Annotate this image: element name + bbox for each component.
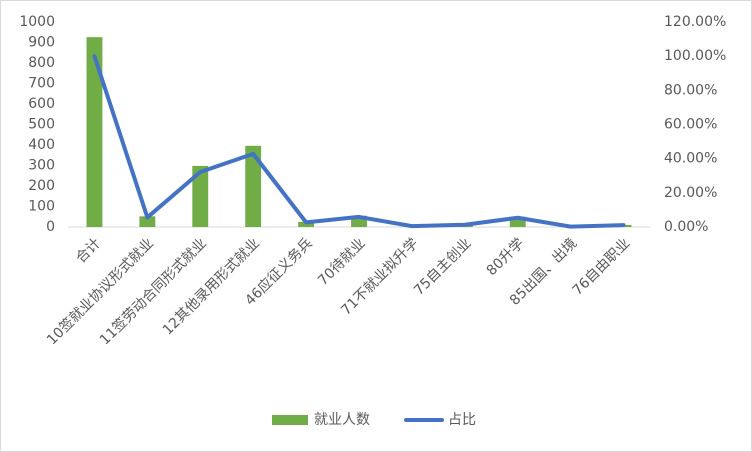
bar bbox=[245, 145, 262, 227]
y-tick-label: 800 bbox=[28, 55, 55, 71]
y-tick-label: 0 bbox=[46, 219, 55, 235]
y-tick-label: 400 bbox=[28, 137, 55, 153]
y2-tick-label: 100.00% bbox=[664, 48, 726, 64]
y-tick-label: 700 bbox=[28, 76, 55, 92]
y-tick-label: 900 bbox=[28, 35, 55, 51]
bar bbox=[509, 216, 526, 227]
y2-tick-label: 40.00% bbox=[664, 151, 717, 167]
y-tick-label: 500 bbox=[28, 117, 55, 133]
bar bbox=[298, 221, 315, 227]
bar bbox=[86, 37, 103, 227]
legend-swatch bbox=[272, 415, 308, 425]
legend-label: 占比 bbox=[448, 412, 476, 428]
y-tick-label: 300 bbox=[28, 158, 55, 174]
y2-tick-label: 80.00% bbox=[664, 82, 717, 98]
y-tick-label: 600 bbox=[28, 96, 55, 112]
y-tick-label: 1000 bbox=[19, 14, 55, 30]
y2-tick-label: 20.00% bbox=[664, 185, 717, 201]
y-tick-label: 200 bbox=[28, 178, 55, 194]
y2-tick-label: 0.00% bbox=[664, 219, 708, 235]
bar bbox=[139, 216, 156, 227]
y-tick-label: 100 bbox=[28, 199, 55, 215]
line bbox=[92, 54, 626, 229]
legend-label: 就业人数 bbox=[314, 412, 370, 428]
y2-tick-label: 60.00% bbox=[664, 117, 717, 133]
bar bbox=[192, 165, 209, 227]
bar bbox=[351, 215, 367, 227]
y2-tick-label: 120.00% bbox=[664, 14, 726, 30]
